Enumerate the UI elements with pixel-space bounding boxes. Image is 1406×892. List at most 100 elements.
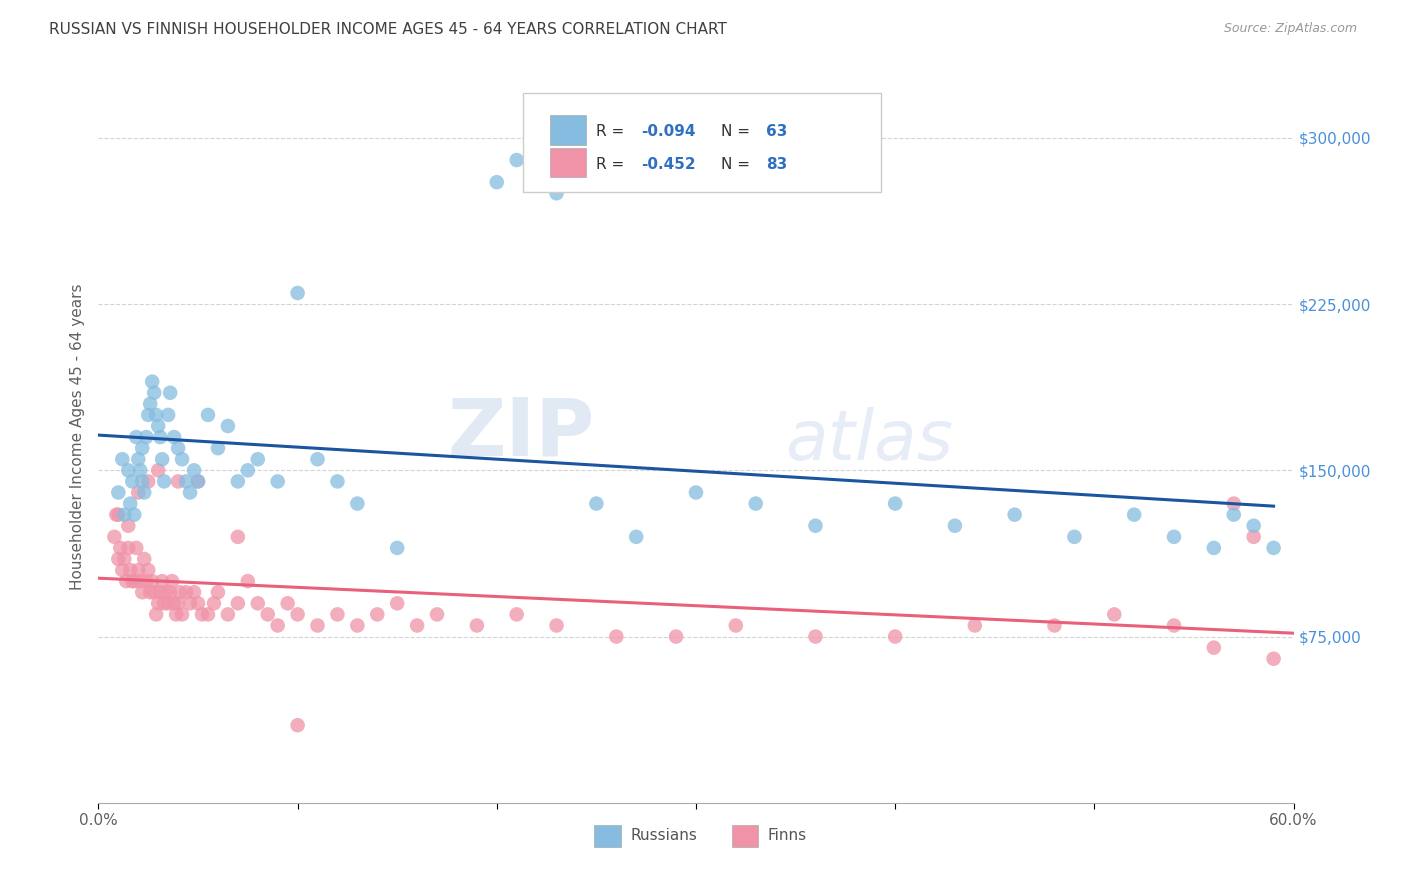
- Text: ZIP: ZIP: [447, 394, 595, 473]
- Point: [107, 552, 129, 566]
- Point: [287, 607, 309, 622]
- Point: [148, 419, 170, 434]
- FancyBboxPatch shape: [595, 825, 620, 847]
- Point: [963, 618, 986, 632]
- Point: [172, 452, 194, 467]
- Point: [197, 408, 219, 422]
- Point: [136, 563, 159, 577]
- Point: [153, 596, 176, 610]
- Point: [197, 607, 219, 622]
- Point: [125, 430, 148, 444]
- Point: [174, 475, 197, 489]
- Point: [1063, 530, 1085, 544]
- Point: [124, 508, 146, 522]
- Point: [1104, 607, 1126, 622]
- Point: [121, 574, 143, 589]
- Point: [165, 607, 187, 622]
- Point: [149, 585, 172, 599]
- Point: [172, 607, 194, 622]
- Point: [287, 285, 309, 300]
- Point: [236, 463, 259, 477]
- FancyBboxPatch shape: [550, 148, 586, 178]
- Point: [139, 397, 162, 411]
- Point: [134, 552, 156, 566]
- Point: [267, 618, 290, 632]
- Point: [115, 574, 138, 589]
- Point: [1043, 618, 1066, 632]
- Point: [155, 585, 177, 599]
- Point: [267, 475, 290, 489]
- Point: [236, 574, 259, 589]
- Point: [149, 430, 172, 444]
- Point: [117, 518, 139, 533]
- Point: [121, 475, 143, 489]
- Point: [187, 475, 209, 489]
- FancyBboxPatch shape: [523, 94, 882, 192]
- Point: [346, 618, 368, 632]
- Point: [125, 541, 148, 555]
- Text: N =: N =: [721, 157, 755, 172]
- Point: [127, 485, 149, 500]
- Point: [179, 596, 201, 610]
- Text: Russians: Russians: [630, 828, 697, 843]
- Point: [246, 596, 269, 610]
- Point: [107, 508, 129, 522]
- Point: [157, 596, 180, 610]
- Text: 83: 83: [766, 157, 787, 172]
- Point: [745, 497, 768, 511]
- Text: atlas: atlas: [786, 408, 953, 475]
- Point: [145, 408, 167, 422]
- Point: [187, 475, 209, 489]
- Point: [217, 419, 239, 434]
- Point: [139, 585, 162, 599]
- Point: [163, 430, 186, 444]
- Point: [884, 497, 907, 511]
- Point: [526, 164, 548, 178]
- Point: [145, 607, 167, 622]
- Point: [112, 508, 135, 522]
- Point: [1263, 651, 1285, 665]
- Point: [465, 618, 488, 632]
- Point: [157, 408, 180, 422]
- Point: [150, 574, 173, 589]
- Point: [207, 441, 229, 455]
- Point: [346, 497, 368, 511]
- Point: [1163, 530, 1185, 544]
- Point: [226, 596, 249, 610]
- Point: [120, 497, 142, 511]
- Point: [148, 463, 170, 477]
- Text: -0.452: -0.452: [641, 157, 696, 172]
- Point: [131, 475, 153, 489]
- Point: [127, 452, 149, 467]
- Point: [107, 485, 129, 500]
- Point: [605, 630, 627, 644]
- Y-axis label: Householder Income Ages 45 - 64 years: Householder Income Ages 45 - 64 years: [69, 284, 84, 591]
- Point: [163, 596, 186, 610]
- Point: [277, 596, 299, 610]
- Point: [124, 574, 146, 589]
- Point: [131, 441, 153, 455]
- Point: [148, 596, 170, 610]
- Point: [167, 475, 190, 489]
- Point: [1004, 508, 1026, 522]
- Text: 63: 63: [766, 124, 787, 139]
- Point: [150, 452, 173, 467]
- Point: [943, 518, 966, 533]
- Point: [202, 596, 225, 610]
- Point: [1202, 541, 1225, 555]
- Point: [117, 541, 139, 555]
- Point: [1123, 508, 1146, 522]
- Point: [226, 530, 249, 544]
- Point: [1163, 618, 1185, 632]
- Text: Finns: Finns: [768, 828, 807, 843]
- Point: [110, 541, 132, 555]
- Point: [326, 607, 349, 622]
- Point: [307, 452, 329, 467]
- Point: [884, 630, 907, 644]
- Point: [626, 530, 648, 544]
- Point: [160, 574, 183, 589]
- Point: [111, 452, 134, 467]
- Point: [217, 607, 239, 622]
- Point: [103, 530, 125, 544]
- Point: [135, 574, 157, 589]
